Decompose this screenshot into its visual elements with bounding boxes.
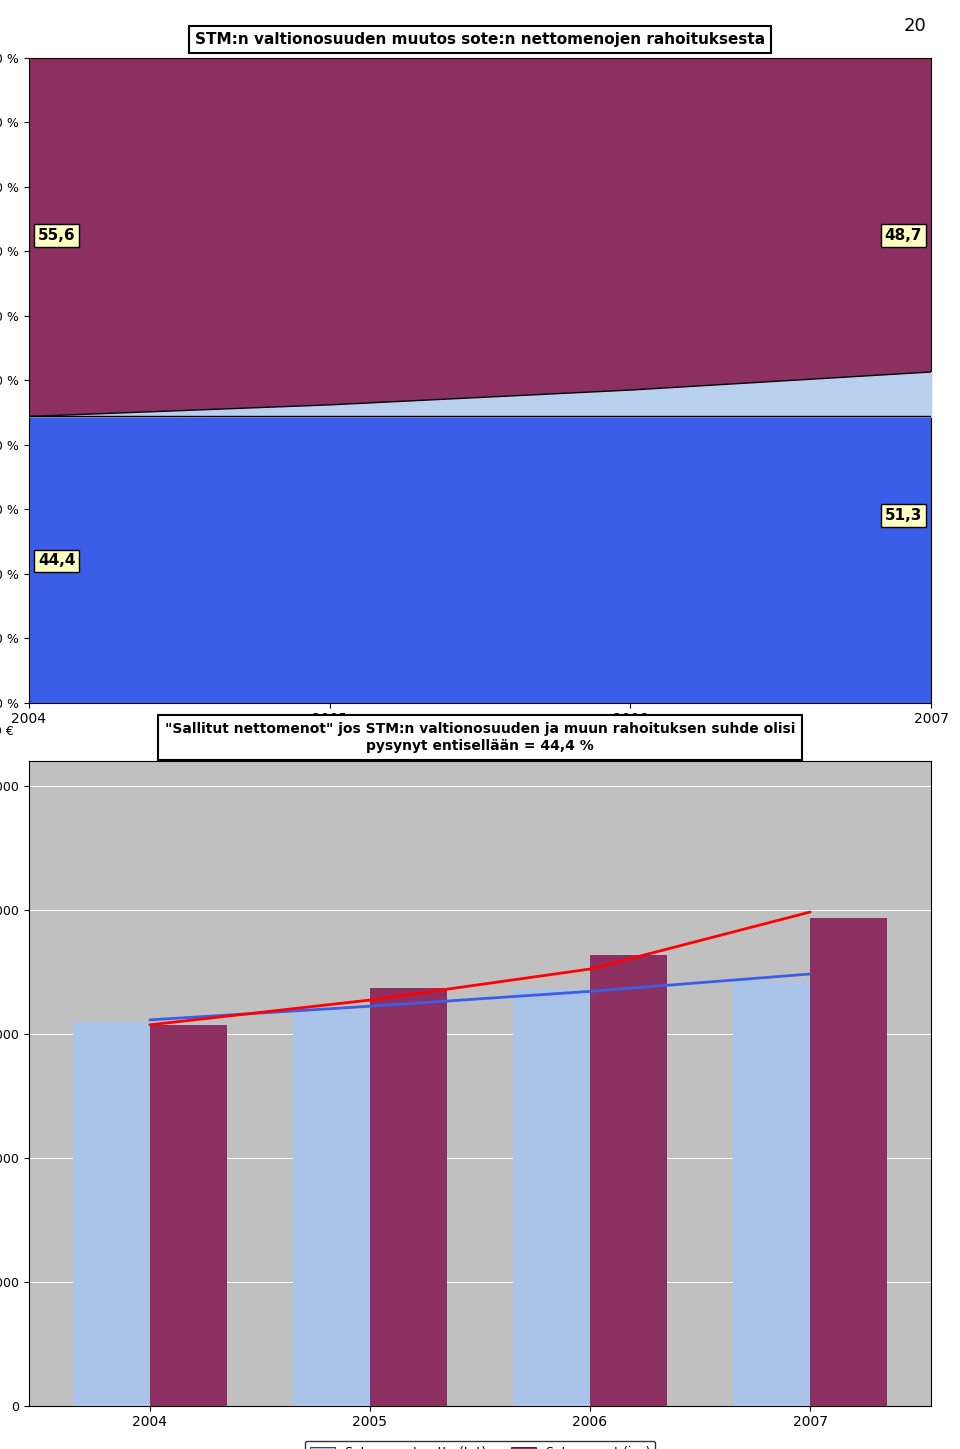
Bar [73, 1023, 150, 1406]
Text: 51,3: 51,3 [885, 509, 923, 523]
Text: 20: 20 [903, 17, 926, 35]
Bar [370, 988, 447, 1406]
Bar [513, 988, 590, 1406]
Text: 48,7: 48,7 [885, 227, 923, 243]
Bar [293, 1010, 370, 1406]
Bar [733, 981, 810, 1406]
Bar [810, 919, 887, 1406]
Text: 44,4: 44,4 [37, 554, 75, 568]
Title: "Sallitut nettomenot" jos STM:n valtionosuuden ja muun rahoituksen suhde olisi
p: "Sallitut nettomenot" jos STM:n valtiono… [165, 723, 795, 752]
Legend: STM:n vo, Verot ja muut vo:t: STM:n vo, Verot ja muut vo:t [343, 758, 617, 781]
Bar [150, 1024, 227, 1406]
Text: 55,6: 55,6 [37, 227, 76, 243]
Title: STM:n valtionosuuden muutos sote:n nettomenojen rahoituksesta: STM:n valtionosuuden muutos sote:n netto… [195, 32, 765, 46]
Bar [590, 955, 667, 1406]
Text: 1 000 €: 1 000 € [0, 724, 13, 738]
Legend: Sote-menot netto (tot), Sote-menot (jos): Sote-menot netto (tot), Sote-menot (jos) [304, 1440, 656, 1449]
